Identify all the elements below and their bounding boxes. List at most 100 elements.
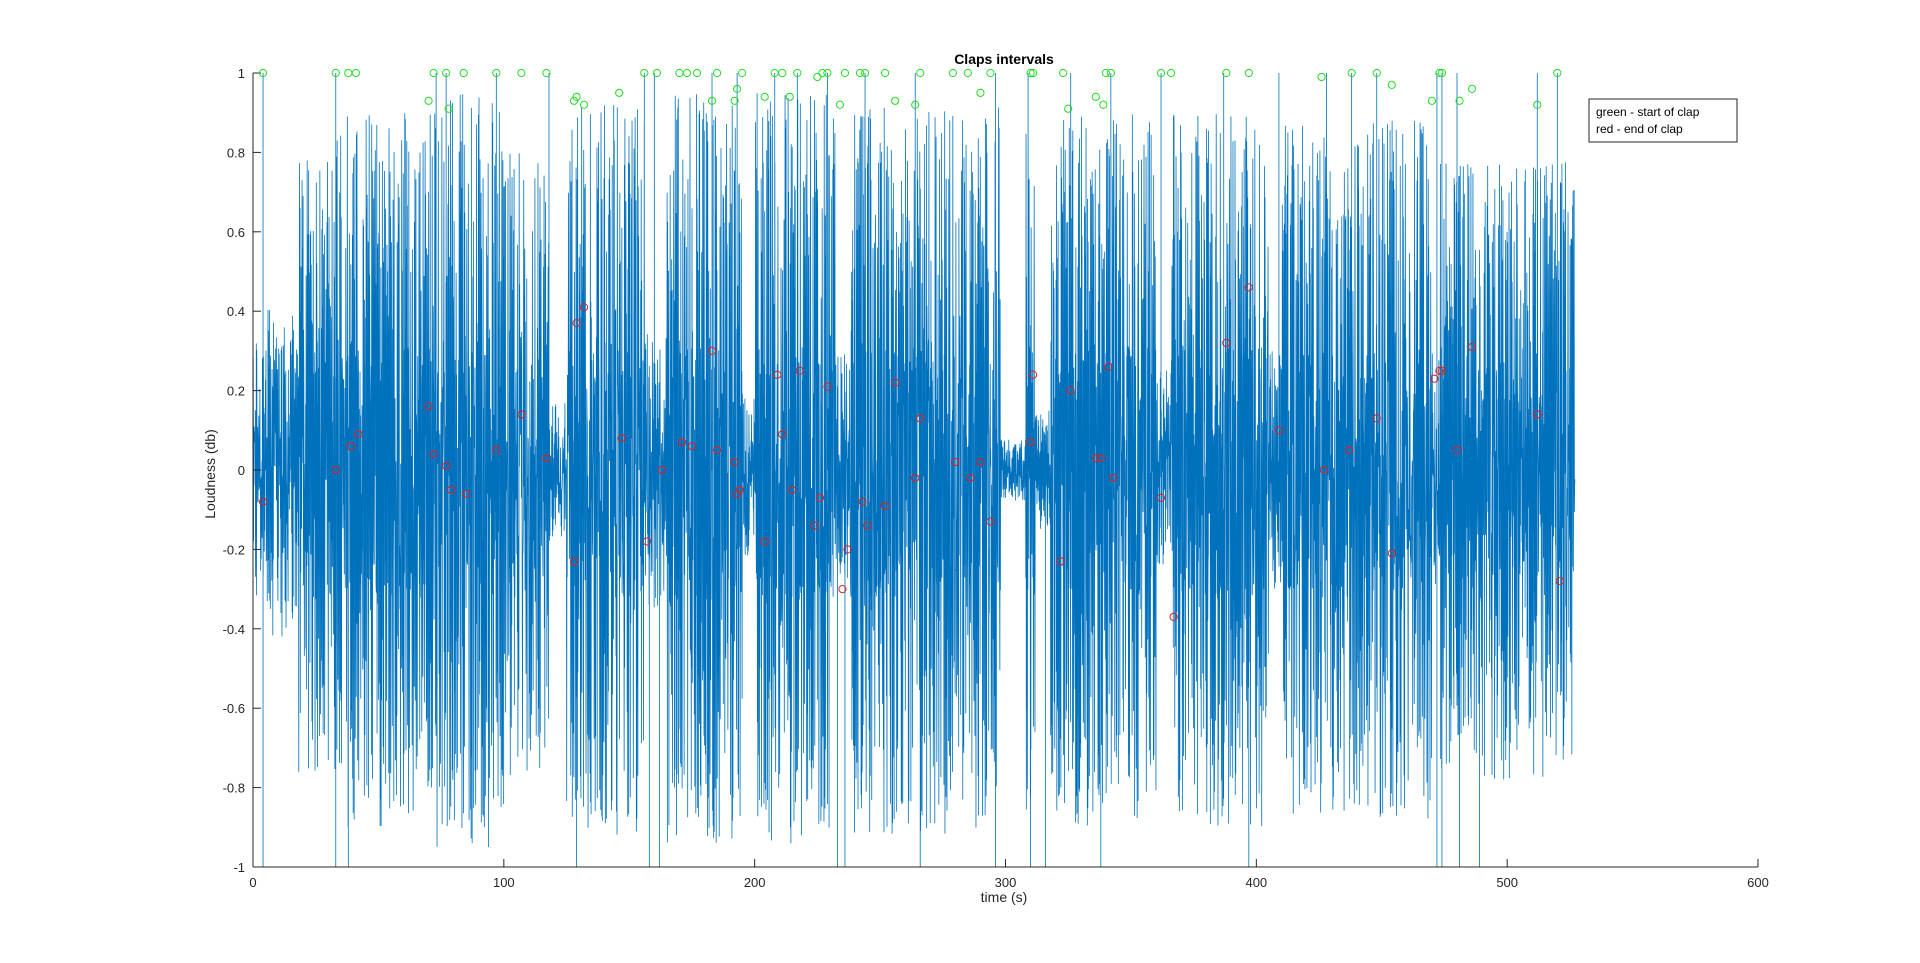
x-tick-label: 200 [744, 875, 766, 890]
start-marker [891, 96, 900, 105]
end-marker [580, 303, 589, 312]
start-marker [351, 68, 360, 78]
end-marker [572, 319, 581, 328]
start-marker [580, 100, 589, 109]
end-marker [1274, 426, 1284, 435]
end-marker [617, 434, 626, 443]
start-marker [517, 68, 526, 78]
start-marker [1467, 84, 1477, 93]
start-marker [615, 88, 624, 97]
start-marker [712, 68, 722, 78]
end-marker [712, 446, 722, 455]
start-marker [692, 68, 702, 78]
start-marker [444, 104, 453, 113]
end-marker [810, 521, 819, 530]
start-marker [1455, 96, 1464, 105]
start-marker [1166, 68, 1176, 78]
end-marker [707, 346, 717, 355]
end-marker [773, 370, 782, 379]
y-tick-label: -0.6 [223, 701, 245, 716]
start-marker [813, 72, 822, 82]
end-marker [1387, 549, 1396, 558]
y-tick-label: -0.2 [223, 542, 245, 557]
end-marker [1222, 338, 1231, 348]
start-marker [1091, 92, 1100, 101]
start-marker [916, 68, 925, 78]
start-marker [1435, 68, 1444, 78]
start-marker [1026, 68, 1035, 78]
x-tick-label: 400 [1245, 875, 1267, 890]
end-marker [1467, 342, 1477, 352]
start-marker [569, 96, 579, 105]
end-marker [331, 465, 340, 475]
start-marker [1156, 68, 1166, 78]
end-marker [1066, 386, 1075, 395]
end-marker [788, 485, 797, 494]
start-marker [840, 68, 850, 78]
y-tick-label: 1 [238, 66, 245, 81]
y-tick-label: -1 [233, 860, 245, 875]
start-marker [258, 68, 268, 78]
end-marker [1028, 370, 1038, 379]
end-marker [1319, 465, 1329, 475]
end-marker [858, 497, 867, 506]
end-marker [916, 414, 925, 423]
start-marker [1533, 100, 1542, 109]
end-marker [1104, 362, 1113, 371]
start-marker [1372, 68, 1381, 78]
y-tick-label: -0.8 [223, 781, 245, 796]
end-marker [951, 457, 960, 467]
end-marker [492, 446, 501, 455]
end-marker [517, 410, 526, 419]
end-marker [881, 501, 890, 510]
axes: 0 100 200 300 400 500 600 -1 -0.8 -0.6 -0.4 -0.2 0 0.… [223, 66, 1769, 890]
x-axis-label: time (s) [981, 889, 1028, 905]
clap-markers [258, 68, 1564, 621]
start-marker [1059, 68, 1068, 78]
end-marker [1452, 446, 1462, 455]
start-marker [429, 68, 438, 78]
end-marker [730, 457, 739, 467]
start-marker [459, 68, 468, 78]
start-marker [1028, 68, 1038, 78]
end-marker [966, 473, 975, 483]
start-marker [652, 68, 661, 78]
end-marker [891, 378, 900, 387]
end-marker [354, 430, 363, 439]
start-marker [778, 68, 787, 78]
start-marker [785, 92, 794, 101]
end-marker [1169, 612, 1178, 621]
chart-title: Claps intervals [954, 51, 1054, 67]
start-marker [1553, 68, 1562, 78]
start-marker [640, 68, 649, 78]
start-marker [1317, 72, 1326, 82]
end-marker [838, 585, 847, 594]
y-tick-label: 0 [238, 463, 245, 478]
end-marker [1435, 366, 1444, 375]
x-tick-label: 300 [995, 875, 1017, 890]
start-marker [986, 68, 995, 78]
end-marker [1345, 446, 1354, 455]
start-marker [572, 92, 581, 101]
end-marker [1430, 374, 1439, 383]
end-marker [424, 402, 433, 411]
end-marker [1109, 473, 1118, 483]
end-marker [657, 465, 666, 475]
end-marker [986, 517, 995, 526]
x-tick-label: 500 [1496, 875, 1518, 890]
start-marker [707, 96, 717, 105]
start-marker [1387, 80, 1396, 90]
start-marker [1437, 68, 1447, 78]
start-marker [881, 68, 890, 78]
start-marker [835, 100, 845, 109]
y-tick-label: 0.8 [227, 145, 245, 160]
start-marker [1347, 68, 1356, 78]
end-marker [1091, 453, 1100, 463]
legend-entry-start: green - start of clap [1596, 105, 1700, 119]
end-marker [1533, 410, 1542, 419]
end-marker [346, 442, 355, 451]
end-marker [778, 430, 787, 439]
end-marker [1096, 453, 1105, 463]
end-marker [1437, 366, 1447, 375]
start-marker [738, 68, 747, 78]
